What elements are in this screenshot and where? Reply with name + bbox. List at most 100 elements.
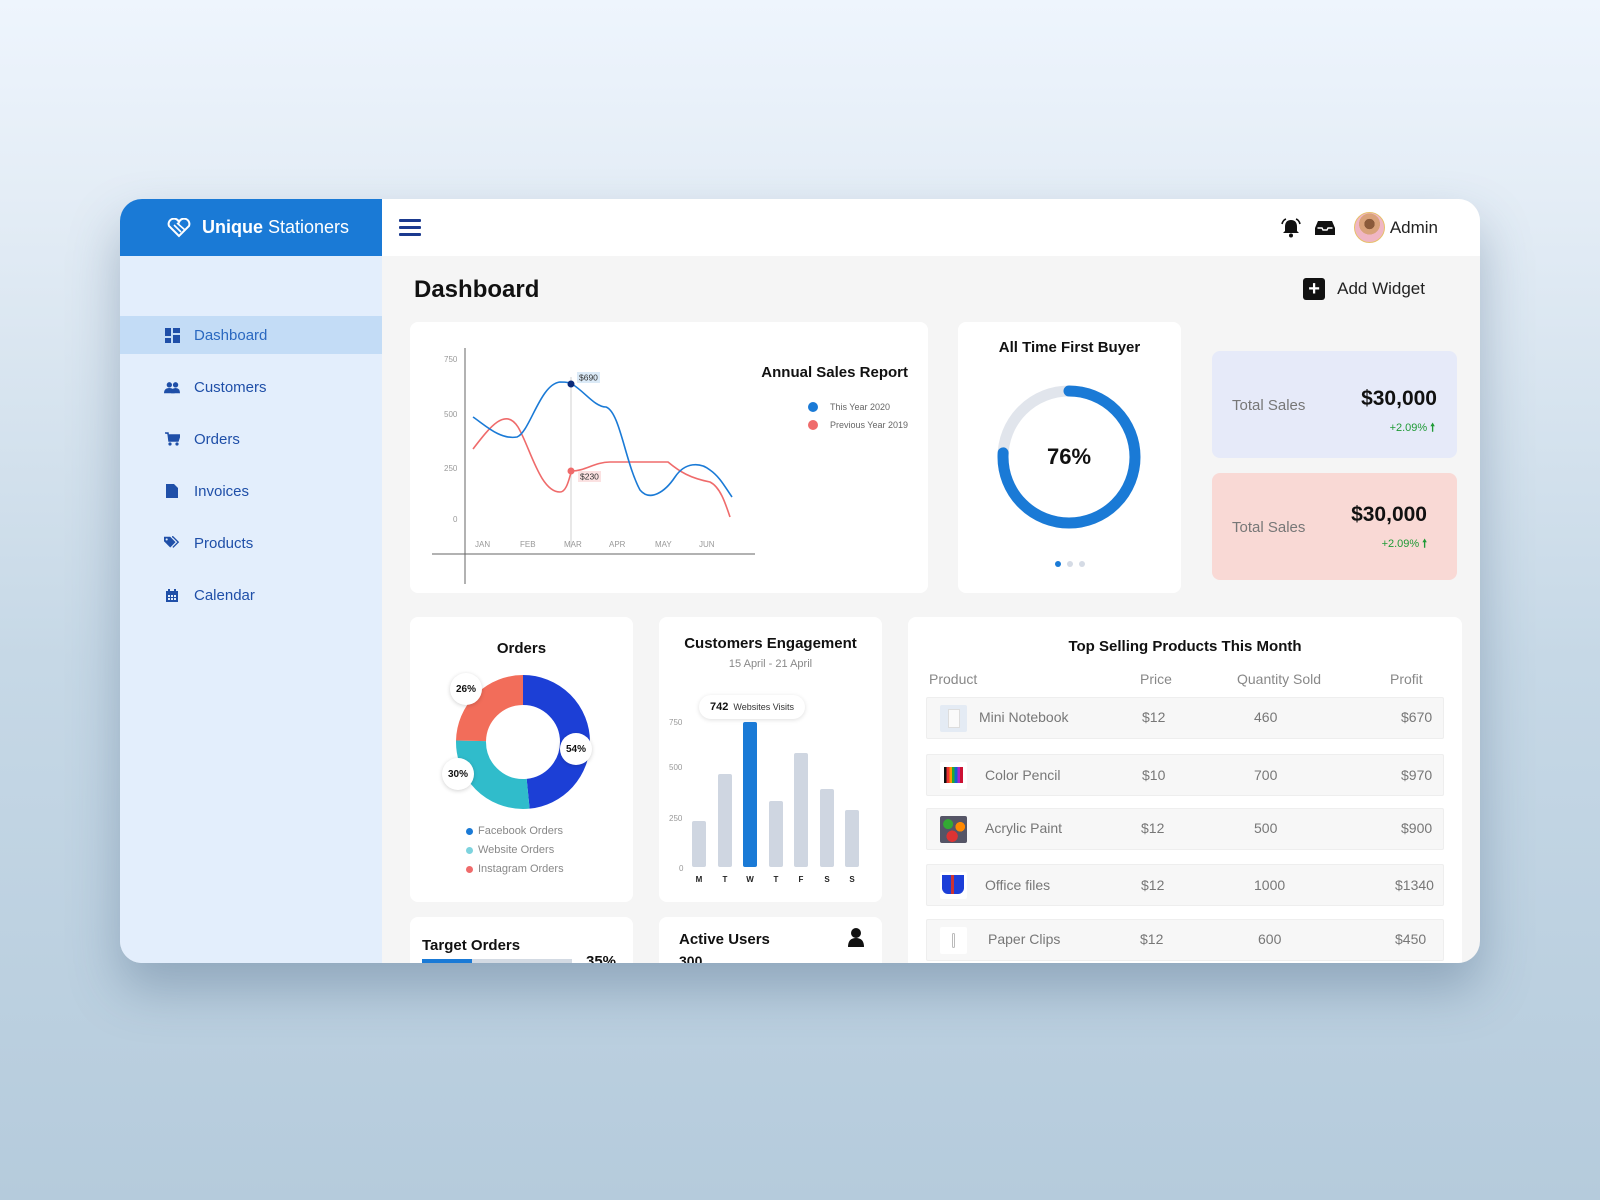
first-buyer-card: All Time First Buyer 76% [958, 322, 1181, 593]
y-tick: 500 [444, 410, 458, 419]
legend-dot-icon [466, 865, 473, 873]
legend-item[interactable]: Website Orders [466, 844, 564, 856]
stat-value: $30,000 [1361, 387, 1437, 410]
profit: $900 [1401, 820, 1433, 836]
total-sales-card[interactable]: Total Sales $30,000 +2.09% 🠕 [1212, 473, 1457, 580]
engagement-title: Customers Engagement [684, 635, 857, 652]
files-thumbnail [940, 872, 967, 899]
carousel-dot[interactable] [1078, 561, 1085, 567]
x-tick: S [824, 875, 830, 884]
legend-dot-icon [466, 827, 473, 835]
x-tick: W [746, 875, 754, 884]
profit: $970 [1401, 767, 1433, 783]
stat-change: +2.09% 🠕 [1389, 422, 1435, 434]
price: $12 [1142, 709, 1166, 725]
top-selling-card: Top Selling Products This Month Product … [908, 617, 1462, 963]
x-tick: S [849, 875, 855, 884]
carousel-dot[interactable] [1054, 561, 1061, 567]
sidebar-item-label: Calendar [194, 586, 255, 604]
brand-logo[interactable]: Unique Stationers [120, 199, 382, 256]
sidebar-item-dashboard[interactable]: Dashboard [120, 316, 382, 354]
chart-legend: This Year 2020 Previous Year 2019 [807, 402, 908, 438]
sidebar-nav: Dashboard Customers Orders Invoices Prod… [120, 316, 382, 614]
dashboard-icon [164, 327, 180, 343]
legend-item[interactable]: This Year 2020 [807, 402, 908, 412]
table-row[interactable]: Office files $12 1000 $1340 [926, 864, 1444, 906]
sidebar-item-label: Invoices [194, 482, 250, 500]
first-buyer-value: 76% [1046, 444, 1092, 469]
price: $12 [1141, 877, 1165, 893]
top-bar: Admin [382, 199, 1480, 256]
clips-thumbnail [940, 927, 967, 954]
user-icon [846, 927, 866, 952]
bar[interactable] [845, 810, 859, 867]
table-row[interactable]: Paper Clips $12 600 $450 [926, 919, 1444, 961]
avatar[interactable] [1353, 212, 1385, 243]
price: $10 [1142, 767, 1166, 783]
sidebar-item-customers[interactable]: Customers [120, 368, 382, 406]
carousel-dot[interactable] [1066, 561, 1073, 567]
qty: 460 [1254, 709, 1278, 725]
table-row[interactable]: Acrylic Paint $12 500 $900 [926, 808, 1444, 850]
active-users-value: 300 [679, 953, 703, 963]
first-buyer-title: All Time First Buyer [998, 339, 1141, 356]
qty: 700 [1254, 767, 1278, 783]
product-name: Acrylic Paint [985, 820, 1063, 836]
product-name: Color Pencil [985, 767, 1061, 783]
table-row[interactable]: Mini Notebook $12 460 $670 [926, 697, 1444, 739]
pencils-thumbnail [940, 762, 967, 789]
annual-sales-line-chart: 750 500 250 0 JAN FEB MAR APR MAY JUN $6… [432, 348, 755, 584]
inbox-icon[interactable] [1314, 220, 1336, 236]
x-tick: M [695, 875, 703, 884]
carousel-dots [958, 561, 1181, 567]
hamburger-menu-icon[interactable] [399, 215, 421, 240]
legend-item[interactable]: Instagram Orders [466, 863, 564, 875]
table-header: Product Price Quantity Sold Profit [928, 671, 1442, 691]
x-tick: FEB [520, 540, 536, 549]
add-widget-button[interactable]: + Add Widget [1303, 278, 1425, 300]
target-progress-bar [422, 959, 572, 963]
x-tick: JAN [475, 540, 490, 549]
tags-icon [164, 535, 180, 551]
legend-item[interactable]: Previous Year 2019 [807, 420, 908, 430]
bar[interactable] [692, 821, 706, 867]
bar[interactable] [769, 801, 783, 867]
stat-label: Total Sales [1232, 397, 1306, 414]
y-tick: 250 [444, 464, 458, 473]
orders-donut-chart: 26% 54% 30% [442, 673, 592, 809]
total-sales-card[interactable]: Total Sales $30,000 +2.09% 🠕 [1212, 351, 1457, 458]
sidebar-item-calendar[interactable]: Calendar [120, 576, 382, 614]
user-name[interactable]: Admin [1389, 217, 1438, 237]
table-row[interactable]: Color Pencil $10 700 $970 [926, 754, 1444, 796]
bar[interactable] [794, 753, 808, 867]
sidebar-item-products[interactable]: Products [120, 524, 382, 562]
x-tick: T [773, 875, 779, 884]
sidebar-item-label: Dashboard [194, 326, 268, 344]
sidebar-item-label: Customers [194, 378, 267, 396]
y-tick: 750 [444, 355, 458, 364]
first-buyer-ring: 76% [994, 382, 1144, 532]
brand-name-bold: Unique [202, 217, 263, 237]
legend-item[interactable]: Facebook Orders [466, 825, 564, 837]
qty: 600 [1258, 931, 1282, 947]
sidebar-item-label: Orders [194, 430, 240, 448]
sidebar: Unique Stationers Dashboard Customers Or… [120, 199, 382, 963]
y-tick: 250 [669, 814, 683, 823]
qty: 500 [1254, 820, 1278, 836]
y-tick: 750 [669, 718, 683, 727]
y-tick: 0 [679, 864, 684, 873]
sidebar-item-orders[interactable]: Orders [120, 420, 382, 458]
x-tick: MAY [655, 540, 672, 549]
bar[interactable] [718, 774, 732, 867]
users-icon [164, 379, 180, 395]
price: $12 [1141, 820, 1165, 836]
bar-highlighted[interactable] [743, 722, 757, 867]
profit: $450 [1395, 931, 1427, 947]
stat-change: +2.09% 🠕 [1381, 538, 1427, 550]
pct-label-website: 30% [442, 758, 474, 790]
y-tick: 0 [453, 515, 458, 524]
bell-icon[interactable] [1280, 217, 1302, 238]
sidebar-item-invoices[interactable]: Invoices [120, 472, 382, 510]
notebook-thumbnail [940, 705, 967, 732]
bar[interactable] [820, 789, 834, 867]
